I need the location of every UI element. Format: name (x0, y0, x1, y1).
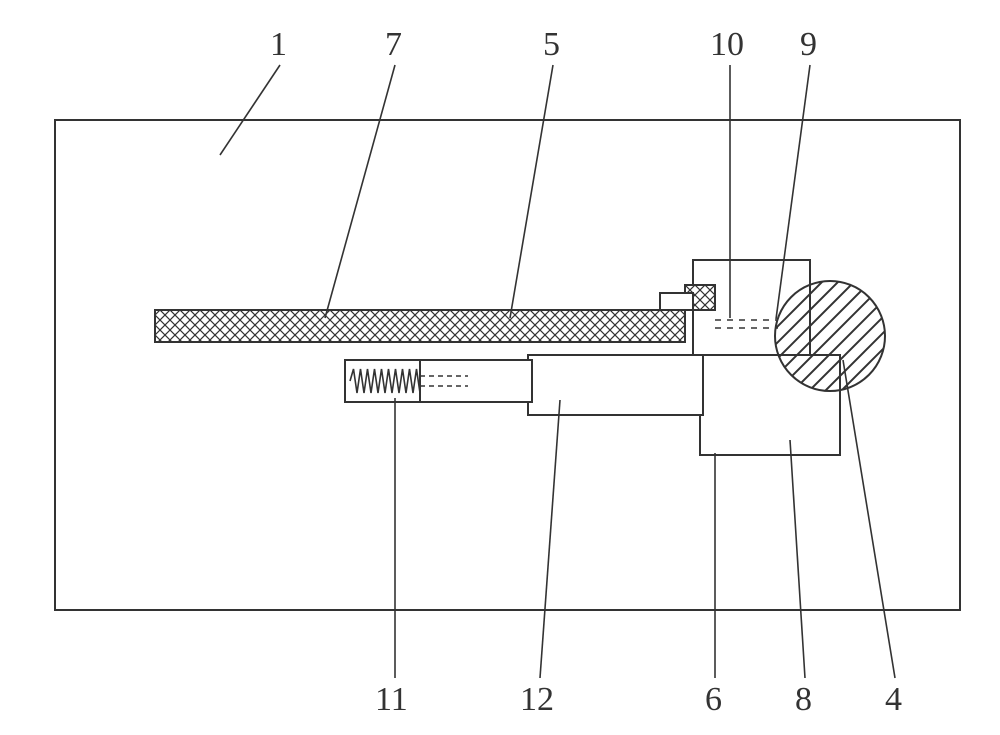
label-5: 5 (543, 26, 560, 63)
label-6: 6 (705, 681, 722, 718)
leader-7 (325, 65, 395, 318)
leader-4 (843, 360, 895, 678)
label-12: 12 (520, 681, 554, 718)
step-block (660, 293, 693, 310)
leader-8 (790, 440, 805, 678)
label-9: 9 (800, 26, 817, 63)
label-10: 10 (710, 26, 744, 63)
crosshatch-bar (155, 310, 685, 342)
label-1: 1 (270, 26, 287, 63)
label-11: 11 (375, 681, 408, 718)
label-7: 7 (385, 26, 402, 63)
leader-12 (540, 400, 560, 678)
leader-5 (510, 65, 553, 318)
leader-1 (220, 65, 280, 155)
label-8: 8 (795, 681, 812, 718)
label-4: 4 (885, 681, 902, 718)
block-left (528, 355, 703, 415)
spring-tail-box (420, 360, 532, 402)
block-lower (700, 355, 840, 455)
